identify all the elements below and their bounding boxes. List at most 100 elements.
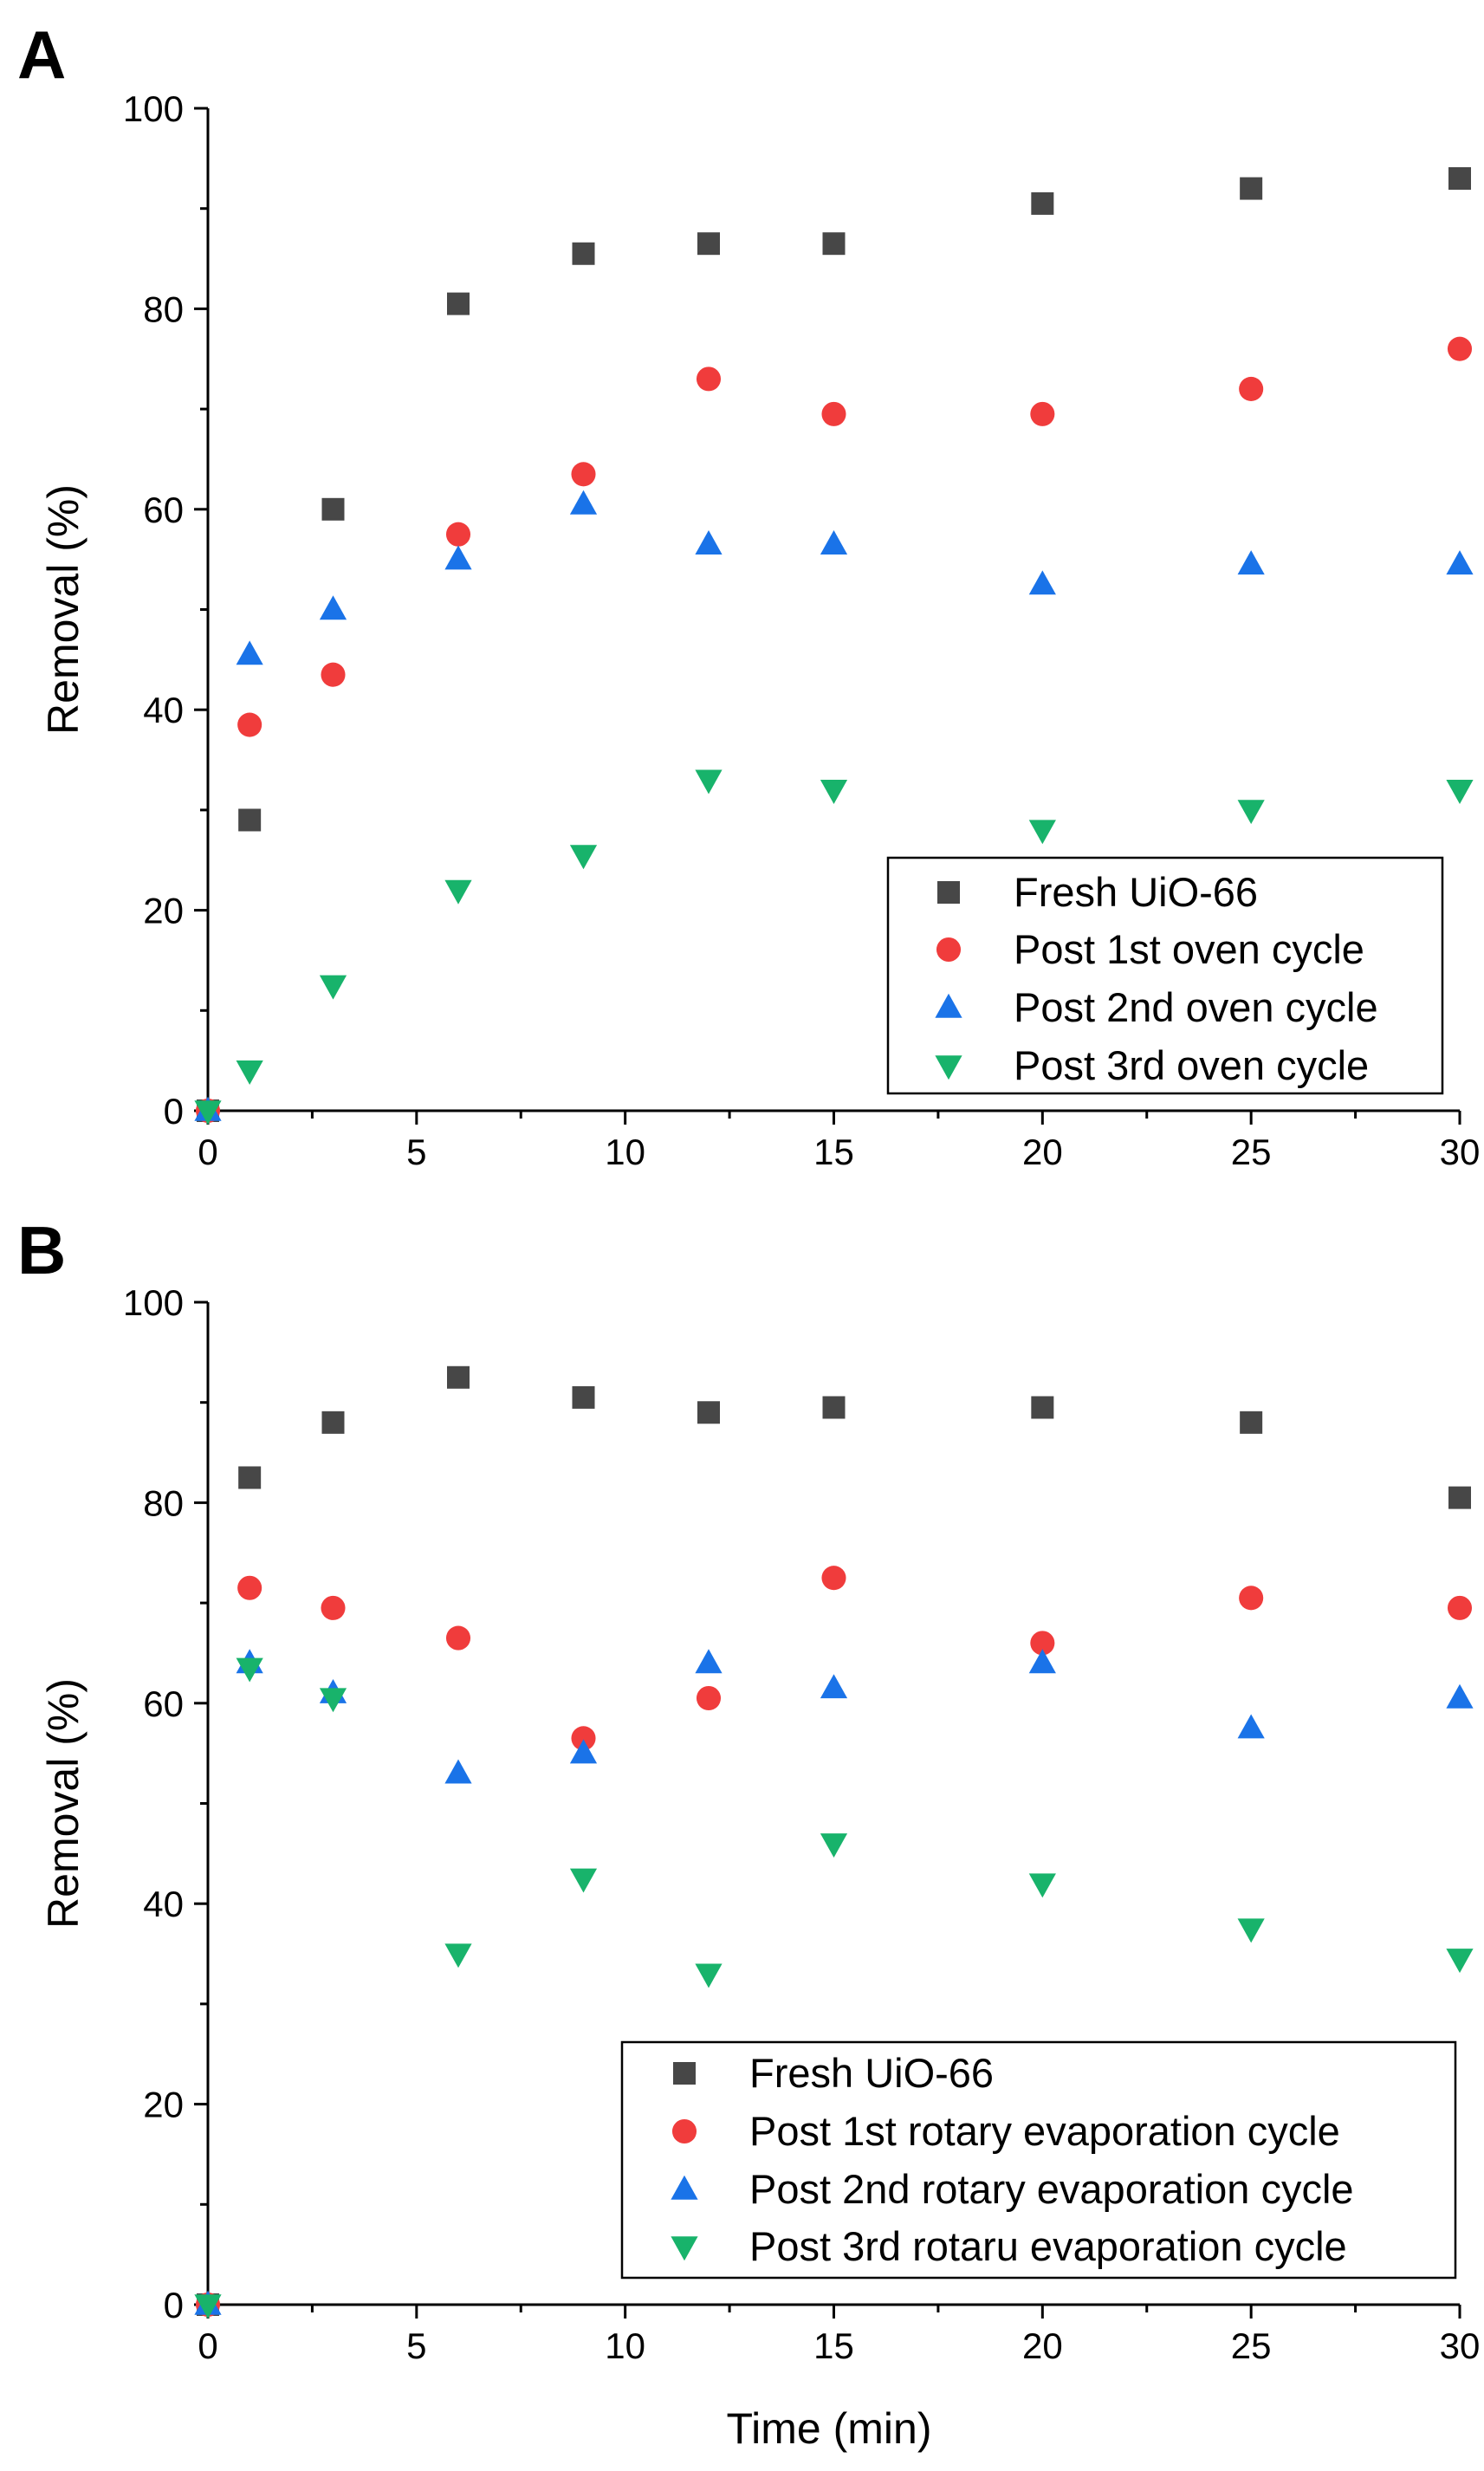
panel-b-point-series4 [1028, 1873, 1056, 1898]
panel-a-y-tick-label: 80 [143, 289, 184, 329]
panel-a-legend-marker-3 [935, 993, 962, 1018]
panel-a-y-axis-title: Removal (%) [39, 484, 87, 735]
panel-a-point-series3 [1446, 550, 1474, 575]
panel-b-point-series4 [319, 1688, 347, 1713]
panel-a-legend-label-4: Post 3rd oven cycle [1014, 1042, 1369, 1088]
panel-b-point-series4 [569, 1868, 598, 1893]
panel-a-legend-marker-2 [936, 937, 962, 963]
panel-a-point-series4 [695, 769, 723, 794]
panel-b-point-series2 [1030, 1631, 1055, 1656]
panel-b-point-series2 [696, 1685, 722, 1711]
panel-b-y-tick-label: 0 [164, 2285, 184, 2325]
panel-b-point-series1 [447, 1365, 470, 1389]
panel-a-legend-label-1: Fresh UiO-66 [1014, 869, 1258, 915]
panel-b-point-series4 [695, 1963, 723, 1988]
panel-b-point-series1 [697, 1401, 720, 1424]
panel-b-point-series4 [1237, 1918, 1265, 1943]
panel-a-point-series1 [1448, 166, 1471, 190]
panel-b-legend-marker-3 [671, 2175, 698, 2200]
panel-b-chart: B 0 5 10 15 20 25 30 0 20 40 60 80 100 Removal (%) Fres… [17, 1212, 1480, 2366]
panel-a-point-series2 [445, 522, 471, 547]
panel-b-point-series2 [1447, 1595, 1473, 1620]
panel-a-point-series3 [695, 530, 723, 555]
panel-a-y-tick-label: 0 [164, 1091, 184, 1132]
panel-b-y-tick-label: 60 [143, 1683, 184, 1724]
panel-a-point-series3 [236, 640, 263, 665]
panel-a-x-tick-label: 30 [1440, 1132, 1481, 1172]
panel-b-point-series4 [820, 1833, 848, 1858]
panel-b-y-tick-label: 40 [143, 1884, 184, 1924]
panel-a-point-series3 [820, 530, 848, 555]
panel-b-legend-label-4: Post 3rd rotaru evaporation cycle [749, 2223, 1347, 2269]
panel-b-point-series1 [1448, 1486, 1471, 1509]
panel-a-point-series4 [820, 780, 848, 805]
panel-a-point-series3 [319, 595, 347, 620]
panel-a-point-series3 [1028, 570, 1056, 595]
panel-b-point-series2 [1239, 1586, 1264, 1611]
panel-b-point-series3 [444, 1759, 472, 1784]
x-axis-title: Time (min) [726, 2404, 931, 2453]
panel-b-point-series1 [1031, 1396, 1054, 1419]
panel-b-point-series4 [1446, 1949, 1474, 1974]
panel-a-point-series1 [822, 232, 846, 256]
panel-b-x-tick-label: 25 [1231, 2325, 1272, 2366]
panel-b-point-series1 [572, 1385, 595, 1409]
panel-b-x-tick-label: 15 [813, 2325, 854, 2366]
panel-a-point-series1 [1031, 191, 1054, 215]
panel-a-point-series4 [1028, 820, 1056, 845]
panel-a-legend-marker-1 [937, 881, 960, 904]
panel-a-point-series1 [572, 242, 595, 265]
panel-a-x-tick-label: 5 [406, 1132, 426, 1172]
panel-a-point-series4 [444, 879, 472, 905]
panel-a-y-tick-label: 40 [143, 690, 184, 730]
panel-a-x-tick-label: 25 [1231, 1132, 1272, 1172]
panel-b-y-tick-label: 80 [143, 1482, 184, 1523]
panel-a-x-tick-label: 0 [198, 1132, 217, 1172]
panel-b-point-series3 [569, 1739, 598, 1764]
panel-a-y-tick-label: 100 [123, 88, 184, 129]
panel-a-point-series4 [319, 975, 347, 1000]
panel-a-point-series3 [444, 545, 472, 570]
panel-b-point-series3 [1446, 1683, 1474, 1709]
panel-a-legend-label-2: Post 1st oven cycle [1014, 926, 1364, 972]
panel-b-point-series1 [321, 1411, 345, 1434]
panel-b-point-series3 [820, 1674, 848, 1699]
panel-b-letter: B [17, 1212, 66, 1288]
panel-a-point-series2 [571, 462, 596, 487]
panel-a-point-series1 [447, 292, 470, 315]
panel-b-legend-marker-1 [673, 2062, 696, 2085]
panel-a-point-series4 [1446, 780, 1474, 805]
panel-b-point-series4 [444, 1943, 472, 1968]
panel-a-letter: A [17, 16, 66, 93]
panel-b-x-tick-label: 30 [1440, 2325, 1481, 2366]
panel-a-point-series2 [1239, 376, 1264, 401]
panel-a-chart: A 0 5 10 15 20 25 30 0 20 40 60 80 100 Removal (%) Fres… [17, 16, 1480, 1172]
panel-a-legend-label-3: Post 2nd oven cycle [1014, 984, 1378, 1030]
panel-b-point-series2 [571, 1726, 596, 1751]
panel-b-y-tick-label: 20 [143, 2085, 184, 2125]
panel-a-point-series2 [821, 401, 846, 426]
panel-b-legend-label-2: Post 1st rotary evaporation cycle [749, 2108, 1340, 2154]
panel-b-x-tick-label: 20 [1022, 2325, 1063, 2366]
panel-a-legend-box [886, 856, 1444, 1095]
panel-a-point-series1 [1240, 177, 1263, 200]
panel-b-point-series4 [194, 2294, 222, 2319]
panel-a-point-series4 [1237, 800, 1265, 825]
panel-b-legend-marker-4 [671, 2236, 698, 2261]
panel-b-legend-label-1: Fresh UiO-66 [749, 2050, 994, 2096]
panel-a-point-series1 [697, 232, 720, 256]
panel-a-point-series2 [1447, 336, 1473, 361]
panel-b-legend-box [620, 2040, 1457, 2280]
panel-a-legend-marker-4 [935, 1055, 962, 1080]
panel-a-y-tick-label: 60 [143, 490, 184, 530]
panel-b-x-tick-label: 0 [198, 2325, 217, 2366]
panel-b-legend-label-3: Post 2nd rotary evaporation cycle [749, 2166, 1354, 2212]
panel-a-point-series4 [569, 845, 598, 870]
panel-a-point-series1 [321, 497, 345, 521]
panel-b-point-series1 [822, 1396, 846, 1419]
panel-b-point-series4 [236, 1657, 263, 1683]
panel-a-x-tick-label: 15 [813, 1132, 854, 1172]
panel-b-point-series2 [445, 1625, 471, 1651]
panel-b-x-tick-label: 5 [406, 2325, 426, 2366]
